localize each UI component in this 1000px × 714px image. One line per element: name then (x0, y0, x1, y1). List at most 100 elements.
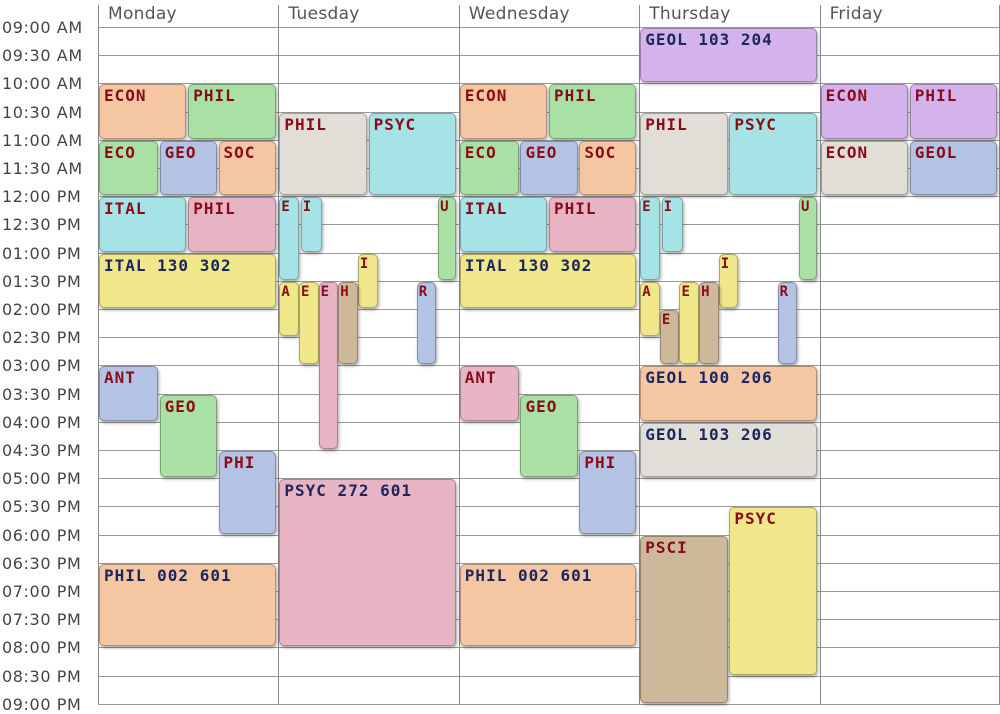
day-header-monday: Monday (108, 4, 177, 24)
grid-row-line (98, 196, 1000, 198)
event-label: I (359, 255, 369, 272)
event-label: GEO (164, 142, 197, 162)
grid-column-line (639, 5, 641, 704)
event-block-econ[interactable]: ECON (459, 84, 548, 139)
event-block-phil[interactable]: PHIL (279, 112, 367, 196)
event-label: GEOL 103 206 (645, 424, 773, 444)
event-block-psyc[interactable]: PSYC (729, 112, 817, 196)
event-block-r[interactable]: R (416, 281, 437, 365)
event-block-psyc-272-601[interactable]: PSYC 272 601 (279, 479, 456, 647)
event-block-i[interactable]: I (718, 253, 739, 308)
event-block-i[interactable]: I (300, 197, 323, 252)
time-label: 02:00 PM (2, 300, 82, 319)
event-block-eco[interactable]: ECO (99, 140, 158, 196)
event-block-econ[interactable]: ECON (820, 140, 908, 196)
event-label: ECON (464, 86, 508, 106)
event-block-a[interactable]: A (640, 281, 660, 337)
event-block-geo[interactable]: GEO (159, 140, 217, 196)
event-block-e[interactable]: E (640, 197, 660, 280)
time-label: 12:30 PM (2, 215, 82, 235)
event-block-e[interactable]: E (659, 310, 680, 365)
event-block-u[interactable]: U (438, 197, 456, 280)
event-block-phil[interactable]: PHIL (549, 84, 637, 139)
event-label: I (720, 255, 730, 272)
time-label: 01:00 PM (2, 243, 82, 263)
grid-row-line (98, 393, 1000, 395)
event-block-geol-103-206[interactable]: GEOL 103 206 (640, 422, 817, 478)
event-block-soc[interactable]: SOC (218, 140, 276, 196)
day-header-friday: Friday (829, 4, 883, 24)
grid-row-line (98, 478, 1000, 480)
event-label: PHIL (193, 86, 236, 106)
event-block-psci[interactable]: PSCI (640, 535, 728, 703)
event-label: GEO (525, 396, 558, 416)
event-label: E (320, 283, 330, 300)
event-block-geol[interactable]: GEOL (909, 140, 998, 196)
time-label: 06:00 PM (2, 525, 82, 545)
event-label: PHIL 002 601 (104, 565, 232, 585)
event-block-i[interactable]: I (357, 253, 378, 308)
time-label: 10:30 AM (2, 102, 83, 122)
event-label: E (642, 199, 651, 216)
event-block-geo[interactable]: GEO (520, 140, 578, 196)
event-block-ant[interactable]: ANT (459, 366, 519, 421)
event-block-ital[interactable]: ITAL (99, 197, 187, 252)
event-label: GEO (525, 142, 558, 162)
event-label: U (440, 199, 449, 216)
event-block-phil[interactable]: PHIL (188, 84, 276, 139)
event-label: PSYC (734, 114, 777, 134)
event-block-geo[interactable]: GEO (159, 394, 217, 478)
grid-column-line (819, 5, 821, 704)
event-block-phil-002-601[interactable]: PHIL 002 601 (99, 563, 276, 647)
time-label: 08:00 PM (2, 638, 82, 658)
event-block-phi[interactable]: PHI (218, 451, 276, 534)
event-block-geol-100-206[interactable]: GEOL 100 206 (640, 366, 817, 421)
event-block-u[interactable]: U (798, 197, 817, 280)
event-label: PSYC (373, 114, 417, 134)
event-block-phil[interactable]: PHIL (909, 84, 998, 139)
event-block-e[interactable]: E (679, 281, 700, 365)
event-label: ECON (104, 86, 147, 106)
event-block-ital-130-302[interactable]: ITAL 130 302 (99, 253, 276, 308)
event-block-r[interactable]: R (777, 281, 798, 365)
event-label: A (642, 283, 651, 300)
event-block-ital[interactable]: ITAL (459, 197, 548, 252)
event-block-geo[interactable]: GEO (520, 394, 578, 478)
event-block-ital-130-302[interactable]: ITAL 130 302 (459, 253, 637, 308)
event-block-econ[interactable]: ECON (99, 84, 187, 139)
event-block-geol-103-204[interactable]: GEOL 103 204 (640, 28, 817, 83)
grid-row-line (98, 55, 1000, 57)
event-block-i[interactable]: I (661, 197, 683, 252)
event-label: PSCI (645, 537, 688, 557)
event-label: GEO (164, 396, 197, 416)
grid-row-line (98, 83, 1000, 85)
event-block-e[interactable]: E (279, 197, 299, 280)
event-label: H (701, 283, 710, 300)
event-label: SOC (223, 142, 256, 162)
grid-row-line (98, 534, 1000, 536)
event-block-eco[interactable]: ECO (459, 140, 519, 196)
event-block-psyc[interactable]: PSYC (368, 112, 456, 196)
event-block-phil-002-601[interactable]: PHIL 002 601 (459, 563, 637, 647)
grid-row-line (98, 647, 1000, 649)
event-block-e[interactable]: E (299, 281, 319, 365)
event-block-h[interactable]: H (699, 281, 719, 365)
event-block-econ[interactable]: ECON (820, 84, 908, 139)
event-block-phil[interactable]: PHIL (549, 197, 637, 252)
event-label: A (281, 283, 290, 300)
event-block-a[interactable]: A (279, 281, 299, 337)
event-block-soc[interactable]: SOC (579, 140, 637, 196)
event-block-ant[interactable]: ANT (99, 366, 158, 421)
day-header-wednesday: Wednesday (468, 4, 570, 24)
event-label: GEOL (914, 142, 958, 162)
event-block-psyc[interactable]: PSYC (729, 507, 817, 675)
event-block-e[interactable]: E (318, 281, 339, 449)
event-label: SOC (584, 142, 617, 162)
grid-row-line (98, 703, 1000, 705)
event-label: PHIL (645, 114, 688, 134)
grid-row-line (98, 506, 1000, 508)
event-block-phi[interactable]: PHI (579, 451, 637, 534)
event-block-phil[interactable]: PHIL (640, 112, 728, 196)
event-block-h[interactable]: H (338, 281, 358, 365)
event-block-phil[interactable]: PHIL (188, 197, 276, 252)
